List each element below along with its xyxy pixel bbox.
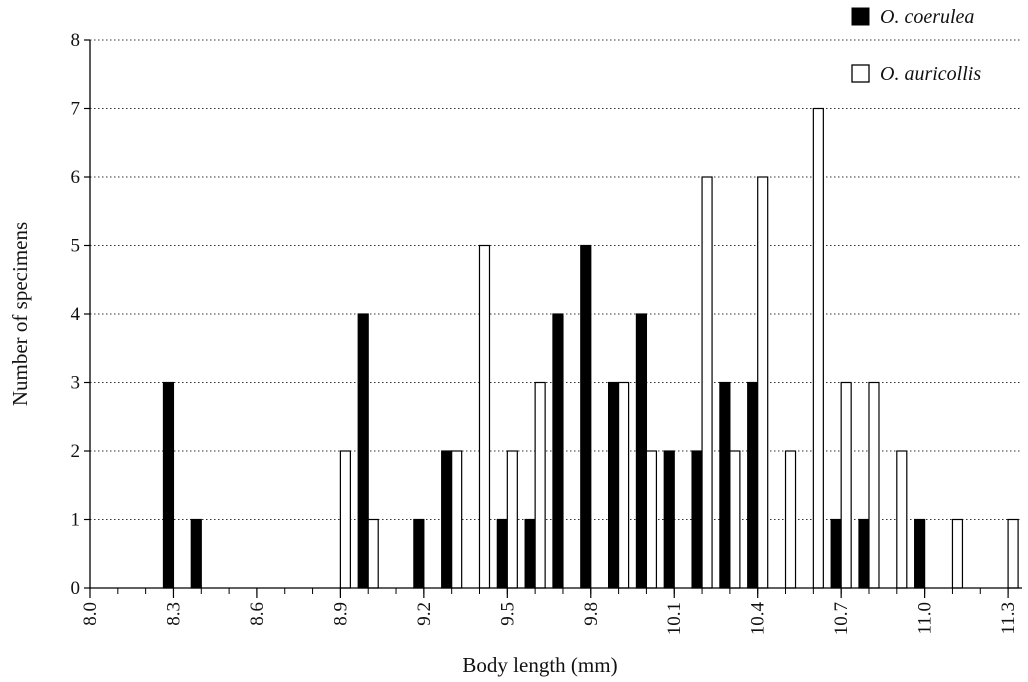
bar-coerulea	[580, 244, 592, 589]
bar-auricollis	[617, 381, 630, 589]
y-tick-label: 2	[71, 441, 81, 462]
bar-coerulea	[691, 450, 703, 589]
x-tick-label: 8.6	[247, 602, 268, 626]
bar-coerulea	[607, 381, 620, 589]
x-tick-label: 8.3	[163, 602, 184, 626]
x-tick-label: 9.2	[414, 602, 435, 626]
legend-label-auricollis: O. auricollis	[880, 63, 981, 85]
bar-coerulea	[635, 313, 648, 589]
x-tick-label: 9.5	[497, 602, 518, 626]
y-tick-label: 5	[71, 236, 81, 257]
y-tick-label: 7	[71, 99, 81, 120]
bar-coerulea	[747, 381, 759, 589]
y-tick-label: 8	[71, 30, 81, 51]
bar-auricollis	[757, 176, 769, 589]
bar-auricollis	[784, 450, 797, 589]
bar-auricollis	[339, 450, 351, 589]
bar-coerulea	[496, 518, 508, 589]
x-ticks: 8.0 8.3 8.6 8.9 9.2 9.5 9.8 10.1 10.4 10.7 11.0 11.…	[80, 588, 1019, 635]
y-ticks: 0 1 2 3 4 5 6 7 8	[71, 30, 90, 599]
bar-coerulea	[552, 313, 564, 589]
x-tick-label: 8.9	[330, 602, 351, 626]
x-tick-label: 11.3	[998, 602, 1019, 635]
bar-coerulea	[162, 381, 175, 589]
bar-coerulea	[357, 313, 369, 589]
legend: O. coerulea O. auricollis	[851, 6, 981, 85]
y-tick-label: 1	[71, 510, 81, 531]
legend-label-coerulea: O. coerulea	[880, 6, 974, 28]
bar-auricollis	[506, 450, 518, 589]
bar-auricollis	[840, 381, 852, 589]
bar-coerulea	[914, 518, 926, 589]
x-tick-label: 8.0	[80, 602, 101, 626]
bar-auricollis	[729, 450, 741, 589]
bar-coerulea	[719, 381, 731, 589]
bar-auricollis	[896, 450, 908, 589]
bar-coerulea	[441, 450, 453, 589]
bar-auricollis	[451, 450, 463, 589]
bar-coerulea	[663, 450, 675, 589]
x-axis-title: Body length (mm)	[462, 653, 617, 677]
y-tick-label: 6	[71, 167, 81, 188]
y-axis-title: Number of specimens	[8, 222, 32, 406]
bar-coerulea	[524, 518, 536, 589]
y-tick-label: 4	[71, 304, 81, 325]
x-tick-label: 9.8	[581, 602, 602, 626]
bar-auricollis	[812, 107, 824, 589]
bar-auricollis	[534, 381, 546, 589]
x-tick-label: 10.4	[748, 602, 769, 636]
y-tick-label: 0	[71, 578, 81, 599]
x-tick-label: 11.0	[915, 602, 936, 635]
bar-auricollis	[1007, 518, 1019, 589]
bar-auricollis	[478, 244, 491, 589]
legend-swatch-auricollis	[851, 64, 870, 83]
bar-coerulea	[413, 518, 425, 589]
bars	[162, 107, 1019, 589]
x-tick-label: 10.1	[664, 602, 685, 635]
bar-coerulea	[190, 518, 202, 589]
x-tick-label: 10.7	[831, 602, 852, 635]
legend-swatch-coerulea	[851, 7, 870, 26]
bar-auricollis	[701, 176, 713, 589]
bar-auricollis	[868, 381, 880, 589]
bar-auricollis	[645, 450, 658, 589]
bar-coerulea	[830, 518, 842, 589]
bar-auricollis	[951, 518, 964, 589]
bar-coerulea	[858, 518, 870, 589]
bar-auricollis	[367, 518, 379, 589]
y-tick-label: 3	[71, 373, 81, 394]
